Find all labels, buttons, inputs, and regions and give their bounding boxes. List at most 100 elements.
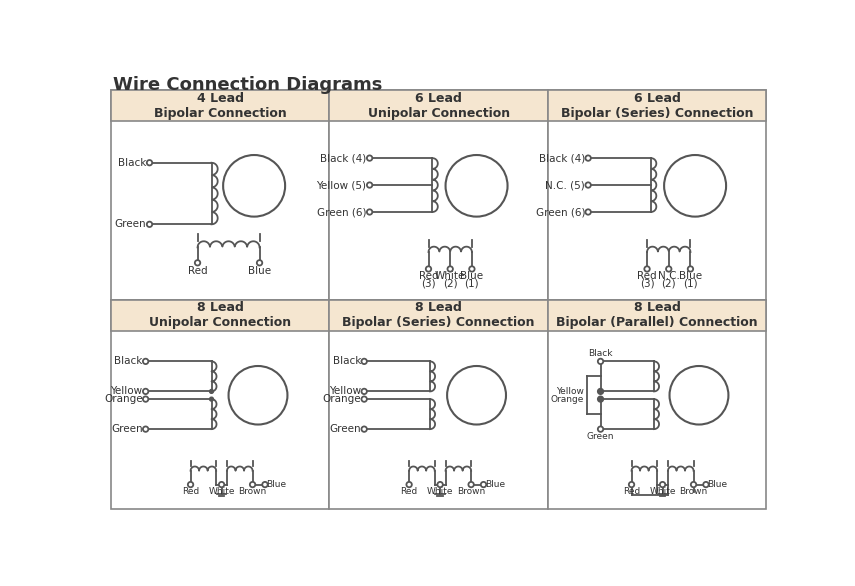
Text: (2): (2) — [662, 278, 676, 289]
Text: Red: Red — [419, 271, 439, 281]
Circle shape — [586, 209, 591, 214]
Circle shape — [660, 482, 665, 488]
Circle shape — [598, 427, 604, 432]
Text: Red: Red — [188, 265, 208, 275]
Circle shape — [250, 482, 256, 488]
Text: White: White — [435, 271, 465, 281]
Circle shape — [362, 427, 367, 432]
Text: Wire Connection Diagrams: Wire Connection Diagrams — [113, 77, 382, 94]
Circle shape — [691, 482, 696, 488]
Circle shape — [687, 266, 693, 272]
Circle shape — [188, 482, 193, 488]
Bar — [548, 300, 766, 331]
Circle shape — [143, 396, 148, 402]
Circle shape — [598, 396, 604, 402]
Bar — [329, 90, 548, 300]
Text: Green: Green — [115, 219, 146, 229]
Text: Red: Red — [182, 487, 199, 496]
Text: Green: Green — [111, 424, 143, 434]
Text: Red: Red — [637, 271, 657, 281]
Text: Brown: Brown — [457, 487, 486, 496]
Text: Brown: Brown — [680, 487, 708, 496]
Text: Black (4): Black (4) — [321, 153, 367, 163]
Text: Red: Red — [623, 487, 640, 496]
Circle shape — [406, 482, 412, 488]
Circle shape — [704, 482, 709, 488]
Text: Black: Black — [115, 356, 143, 366]
Circle shape — [147, 160, 152, 165]
Text: Blue: Blue — [485, 480, 505, 489]
Bar — [548, 90, 766, 121]
Circle shape — [367, 182, 372, 188]
Text: N.C.: N.C. — [657, 271, 680, 281]
Circle shape — [586, 155, 591, 161]
Circle shape — [447, 366, 506, 424]
Text: 8 Lead
Bipolar (Parallel) Connection: 8 Lead Bipolar (Parallel) Connection — [557, 301, 758, 329]
Text: (3): (3) — [422, 278, 436, 289]
Circle shape — [438, 482, 443, 488]
Circle shape — [209, 397, 214, 401]
Circle shape — [426, 266, 431, 272]
Text: Yellow: Yellow — [329, 386, 361, 396]
Circle shape — [209, 390, 214, 393]
Bar — [111, 90, 329, 121]
Text: (3): (3) — [640, 278, 654, 289]
Circle shape — [367, 155, 372, 161]
Text: N.C. (5): N.C. (5) — [545, 180, 585, 190]
Text: Orange: Orange — [104, 394, 143, 404]
Circle shape — [598, 359, 604, 364]
Text: Yellow: Yellow — [110, 386, 143, 396]
Bar — [111, 300, 329, 331]
Circle shape — [628, 482, 634, 488]
Text: Blue: Blue — [267, 480, 286, 489]
Circle shape — [669, 366, 728, 424]
Text: Green (6): Green (6) — [535, 207, 585, 217]
Text: Orange: Orange — [550, 394, 583, 404]
Circle shape — [447, 266, 453, 272]
Text: Black (4): Black (4) — [539, 153, 585, 163]
Text: Yellow (5): Yellow (5) — [316, 180, 367, 190]
Text: White: White — [427, 487, 453, 496]
Circle shape — [469, 266, 475, 272]
Circle shape — [262, 482, 268, 488]
Circle shape — [147, 222, 152, 227]
Circle shape — [362, 396, 367, 402]
Circle shape — [598, 397, 603, 401]
Circle shape — [195, 260, 200, 265]
Text: Green (6): Green (6) — [317, 207, 367, 217]
Text: Blue: Blue — [707, 480, 728, 489]
Bar — [329, 90, 548, 121]
Bar — [548, 90, 766, 300]
Bar — [329, 300, 548, 509]
Text: Blue: Blue — [460, 271, 483, 281]
Bar — [548, 300, 766, 509]
Circle shape — [143, 359, 148, 364]
Text: Orange: Orange — [322, 394, 361, 404]
Text: 8 Lead
Unipolar Connection: 8 Lead Unipolar Connection — [149, 301, 291, 329]
Circle shape — [664, 155, 726, 217]
Circle shape — [219, 482, 224, 488]
Circle shape — [143, 389, 148, 394]
Circle shape — [143, 427, 148, 432]
Circle shape — [362, 389, 367, 394]
Bar — [111, 90, 329, 300]
Text: Black: Black — [588, 349, 613, 358]
Circle shape — [481, 482, 486, 488]
Circle shape — [228, 366, 287, 424]
Circle shape — [586, 182, 591, 188]
Circle shape — [598, 390, 603, 393]
Text: 6 Lead
Unipolar Connection: 6 Lead Unipolar Connection — [368, 92, 510, 120]
Text: Red: Red — [400, 487, 418, 496]
Circle shape — [469, 482, 474, 488]
Text: 6 Lead
Bipolar (Series) Connection: 6 Lead Bipolar (Series) Connection — [561, 92, 753, 120]
Text: Green: Green — [329, 424, 361, 434]
Text: Blue: Blue — [248, 265, 271, 275]
Text: (1): (1) — [464, 278, 479, 289]
Text: Blue: Blue — [679, 271, 702, 281]
Circle shape — [256, 260, 262, 265]
Text: (2): (2) — [443, 278, 457, 289]
Text: 4 Lead
Bipolar Connection: 4 Lead Bipolar Connection — [154, 92, 286, 120]
Text: Black: Black — [118, 158, 146, 168]
Text: Black: Black — [333, 356, 361, 366]
Text: White: White — [209, 487, 235, 496]
